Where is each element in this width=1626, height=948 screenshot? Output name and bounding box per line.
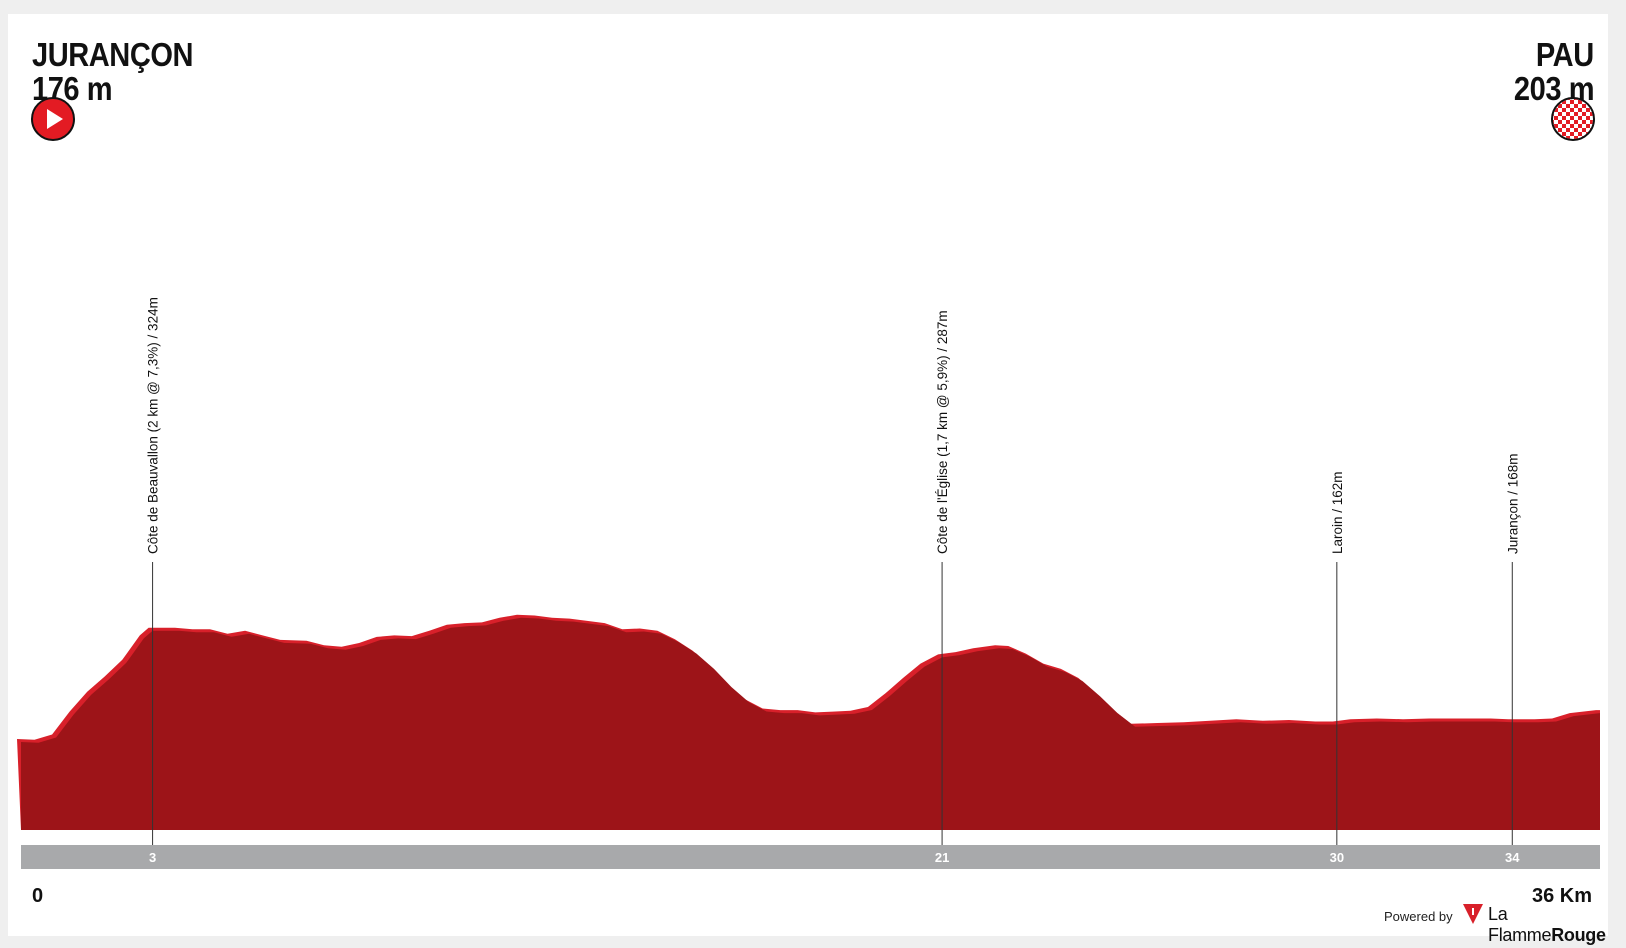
km-marker-label: 3 xyxy=(149,850,156,865)
checkered-flag-icon xyxy=(1551,97,1595,141)
distance-end-label: 36 Km xyxy=(1532,885,1592,907)
distance-bar xyxy=(21,845,1600,869)
marker-annotation: Jurançon / 168m xyxy=(1505,453,1520,554)
start-location-name: JURANÇON xyxy=(32,36,194,73)
distance-start-label: 0 xyxy=(32,885,43,907)
marker-annotation: Laroin / 162m xyxy=(1330,471,1345,554)
marker-annotation: Côte de l'Église (1,7 km @ 5,9%) / 287m xyxy=(935,310,950,554)
flamme-rouge-logo-icon xyxy=(1463,904,1483,924)
profile-area xyxy=(21,617,1600,830)
brand-name-part2: Rouge xyxy=(1551,925,1606,945)
marker-annotation: Côte de Beauvallon (2 km @ 7,3%) / 324m xyxy=(146,297,161,554)
km-marker-label: 30 xyxy=(1330,850,1344,865)
brand-name: La FlammeRouge xyxy=(1488,904,1626,946)
km-marker-label: 34 xyxy=(1505,850,1520,865)
powered-by-text: Powered by xyxy=(1384,909,1453,924)
finish-location-name: PAU xyxy=(1536,36,1594,73)
play-icon xyxy=(31,97,75,141)
brand-name-part1: La Flamme xyxy=(1488,904,1552,945)
km-marker-label: 21 xyxy=(935,850,949,865)
